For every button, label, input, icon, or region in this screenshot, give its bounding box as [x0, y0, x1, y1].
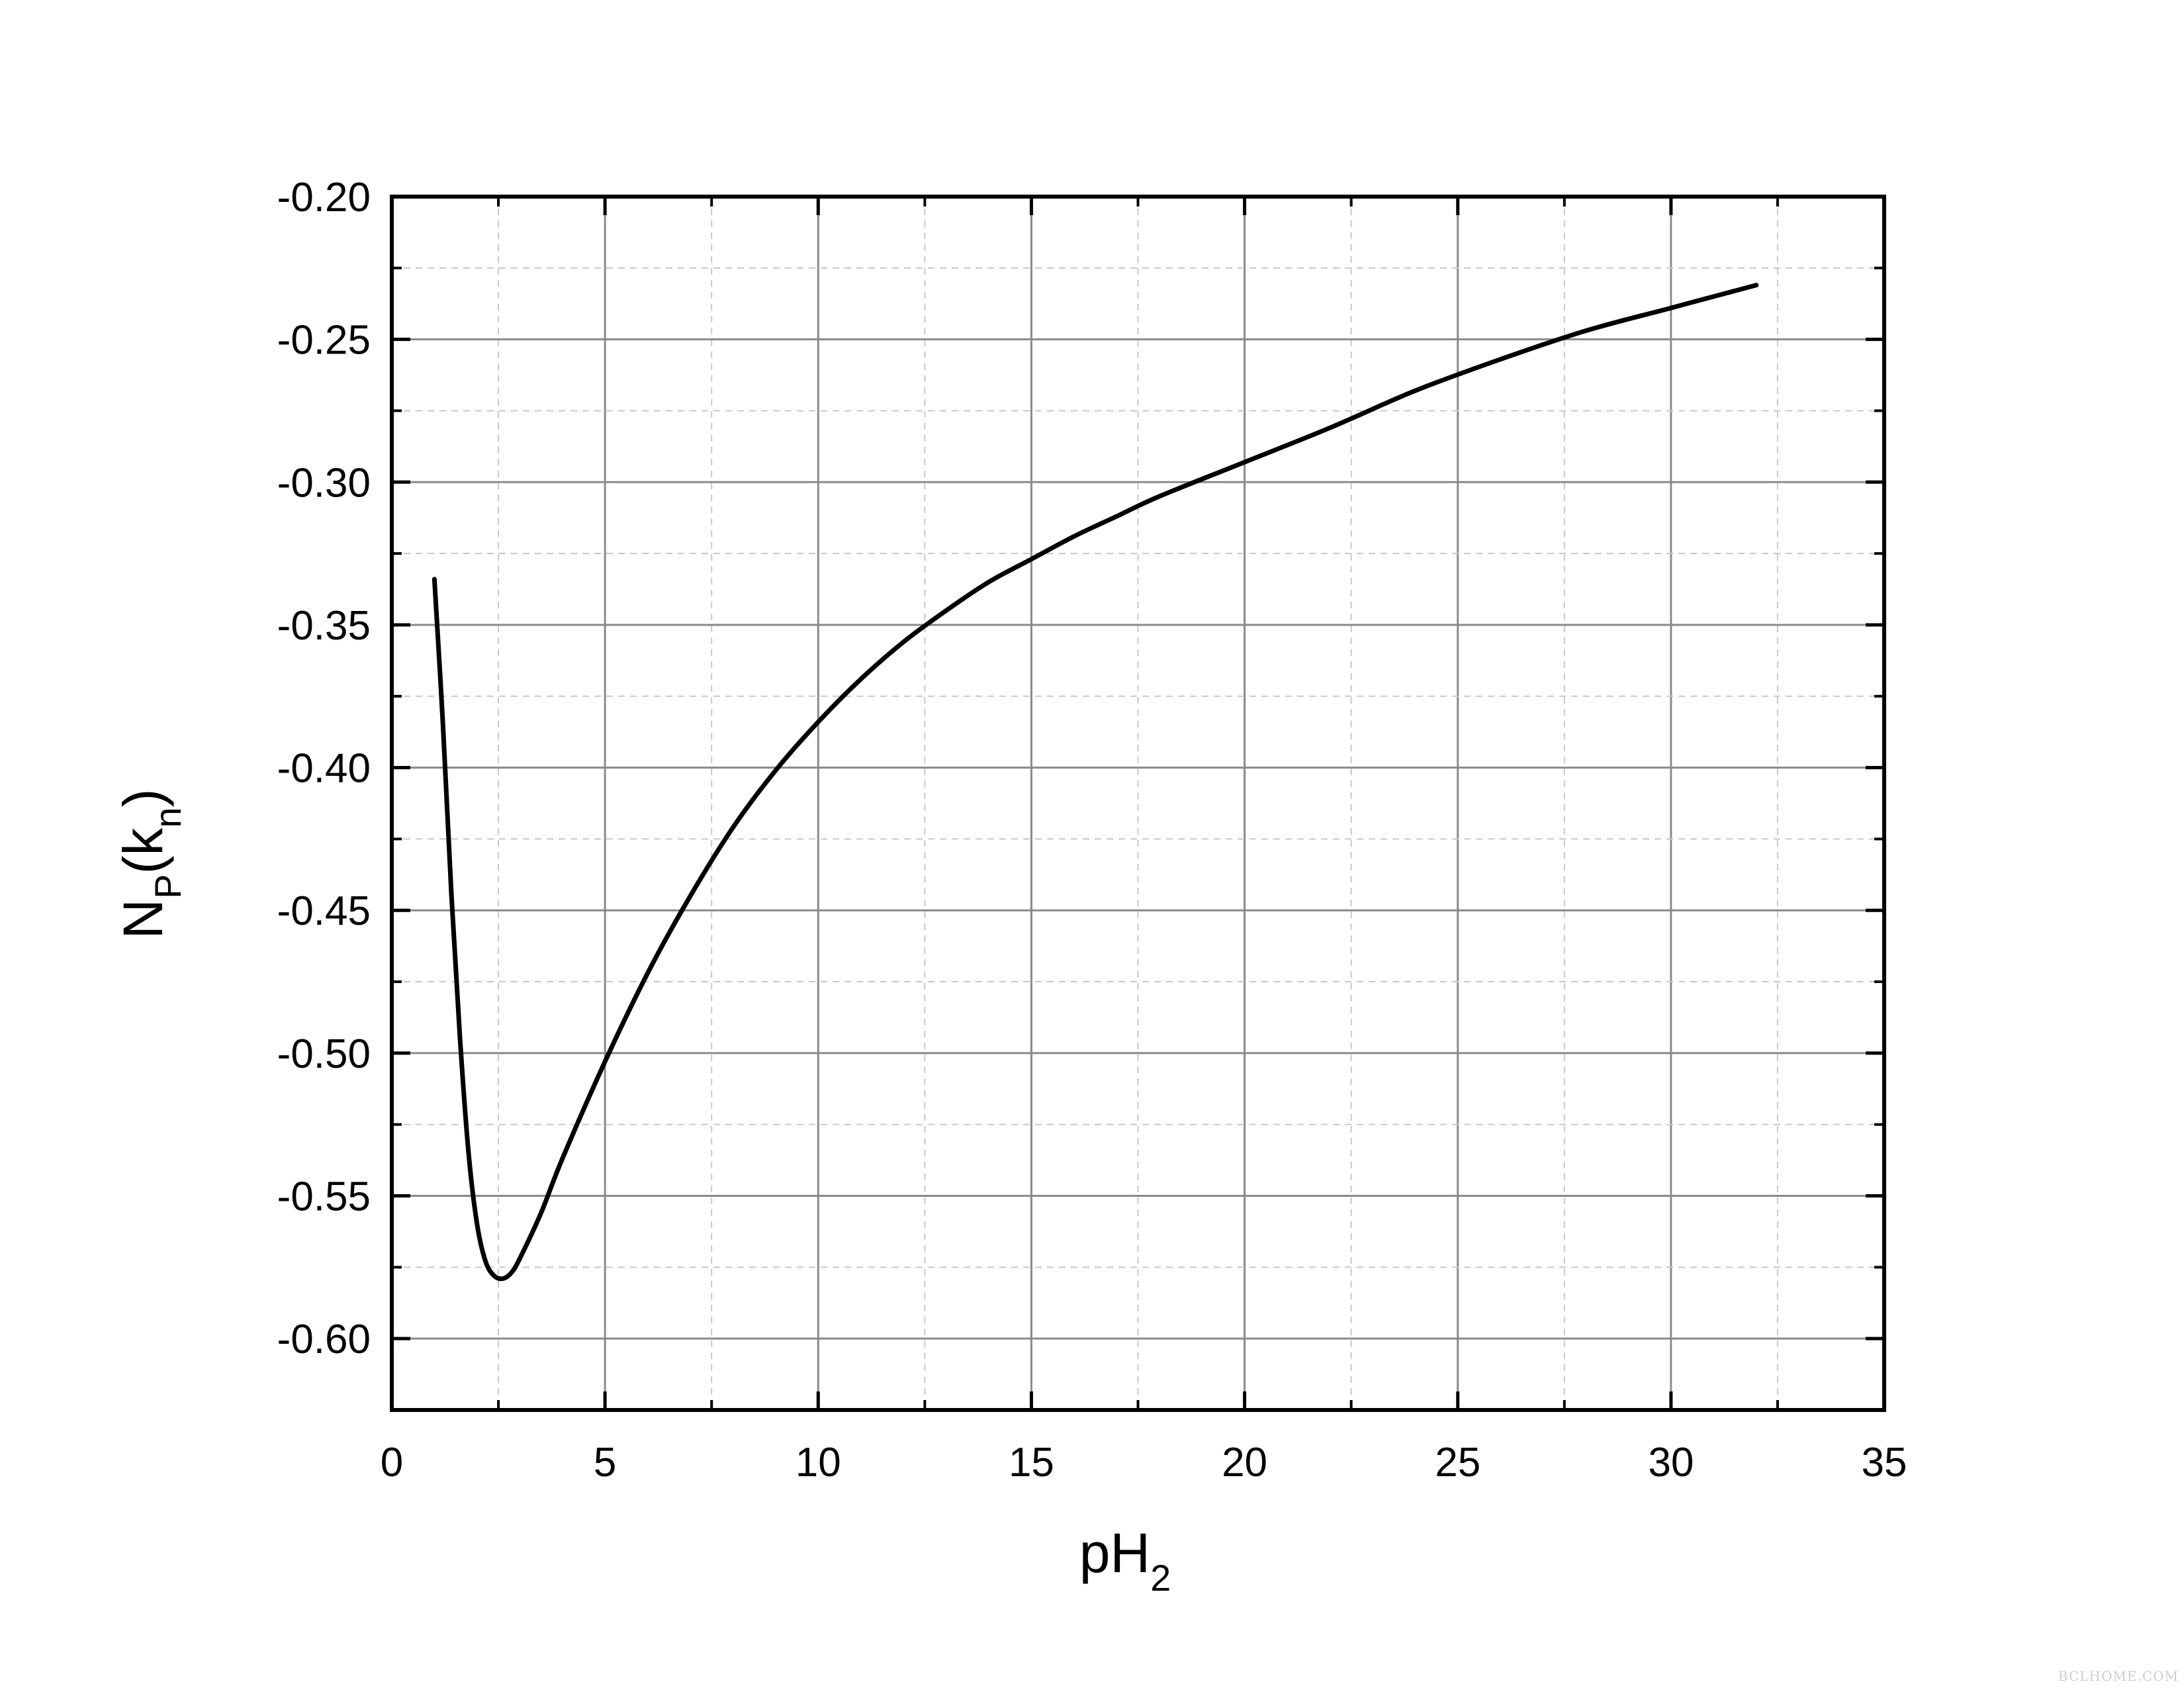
y-axis-title-main: N [112, 899, 174, 939]
y-axis-title-sub2: n [147, 807, 189, 827]
y-axis-title-end: ) [112, 788, 174, 807]
y-tick-label: -0.20 [277, 175, 371, 220]
watermark: BCLHOME.COM [2058, 1668, 2179, 1684]
x-tick-label: 25 [1435, 1440, 1480, 1485]
y-tick-label: -0.40 [277, 746, 371, 792]
x-axis-title-main: pH [1079, 1522, 1150, 1584]
x-tick-label: 30 [1648, 1440, 1694, 1485]
x-tick-label: 15 [1009, 1440, 1054, 1485]
y-tick-label: -0.45 [277, 888, 371, 934]
y-tick-label: -0.35 [277, 603, 371, 649]
x-tick-label: 35 [1862, 1440, 1907, 1485]
series-line [432, 283, 1759, 1282]
x-tick-label: 10 [796, 1440, 841, 1485]
y-tick-label: -0.60 [277, 1317, 371, 1362]
y-tick-label: -0.55 [277, 1174, 371, 1220]
y-tick-labels: -0.20 -0.25 -0.30 -0.35 -0.40 -0.45 -0.50 -0.55… [277, 175, 371, 1362]
x-tick-label: 5 [594, 1440, 616, 1485]
ticks [390, 195, 1886, 1411]
x-tick-labels: 0 5 10 15 20 25 30 35 [381, 1440, 1907, 1485]
x-tick-label: 0 [381, 1440, 403, 1485]
y-tick-label: -0.50 [277, 1031, 371, 1077]
grid [390, 195, 1886, 1411]
series-layer [432, 283, 1759, 1282]
x-axis-title: pH2 [1079, 1522, 1171, 1599]
x-tick-label: 20 [1222, 1440, 1267, 1485]
y-axis-title-mid: (k [112, 827, 174, 874]
y-tick-label: -0.30 [277, 460, 371, 506]
y-axis-title-sub1: P [147, 874, 189, 899]
y-tick-label: -0.25 [277, 318, 371, 363]
y-axis-title: NP(kn) [112, 788, 189, 939]
x-axis-title-sub: 2 [1150, 1557, 1171, 1599]
